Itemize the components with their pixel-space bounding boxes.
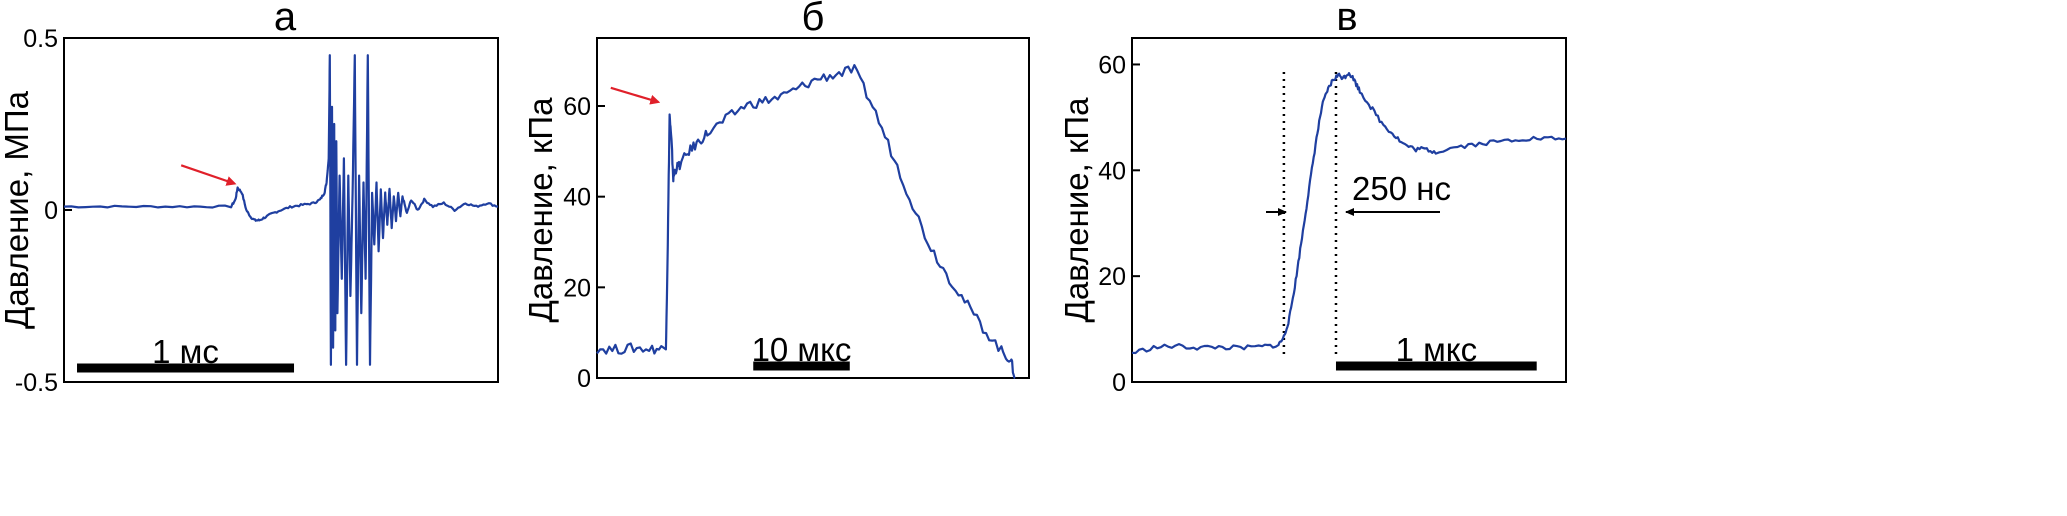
- panel-a-red-arrow: [180, 164, 237, 186]
- panel-b-ytick-label: 60: [563, 93, 591, 121]
- panel-a-label: а: [274, 0, 297, 39]
- panel-c-ytick-label: 20: [1098, 263, 1126, 291]
- panel-a: а Давление, МПа -0.5 0 0.5 1 мс: [0, 0, 499, 397]
- panel-c-ytick-label: 0: [1112, 369, 1126, 397]
- panel-b-ytick-label: 20: [563, 274, 591, 302]
- panel-a-ytick-label: -0.5: [15, 369, 58, 397]
- panel-b-ylabel: Давление, кПа: [522, 97, 559, 323]
- panel-a-ytick-label: 0: [44, 197, 58, 225]
- panel-a-trace: [63, 54, 499, 366]
- panel-b-scalebar-label: 10 мкс: [752, 331, 852, 368]
- panel-b-yticks: 0 20 40 60: [563, 93, 605, 393]
- panel-c-trace: [1131, 72, 1567, 355]
- panel-c-ylabel: Давление, кПа: [1058, 97, 1095, 323]
- panel-c-ytick-label: 60: [1098, 51, 1126, 79]
- panel-c-ytick-label: 40: [1098, 157, 1126, 185]
- panel-b-label: б: [802, 0, 825, 39]
- panel-c-label: в: [1336, 0, 1357, 39]
- panel-c: в Давление, кПа 0 20 40 60 250 нс 1 мкс: [1058, 0, 1567, 397]
- panel-c-scalebar-label: 1 мкс: [1396, 331, 1478, 368]
- panel-c-duration-label: 250 нс: [1352, 170, 1451, 207]
- panel-b-red-arrow: [610, 86, 661, 105]
- panel-a-ytick-label: 0.5: [23, 25, 58, 53]
- panel-a-ylabel: Давление, МПа: [0, 90, 35, 329]
- panel-a-scalebar-label: 1 мс: [152, 333, 219, 370]
- panel-b-trace: [596, 63, 1016, 380]
- panel-b-ytick-label: 40: [563, 184, 591, 212]
- panel-b: б Давление, кПа 0 20 40 60 10 мкс: [522, 0, 1030, 393]
- panel-a-yticks: -0.5 0 0.5: [15, 25, 72, 397]
- panel-c-frame: [1131, 37, 1567, 383]
- panel-c-yticks: 0 20 40 60: [1098, 51, 1140, 397]
- panel-b-frame: [596, 37, 1030, 379]
- panel-b-ytick-label: 0: [577, 365, 591, 393]
